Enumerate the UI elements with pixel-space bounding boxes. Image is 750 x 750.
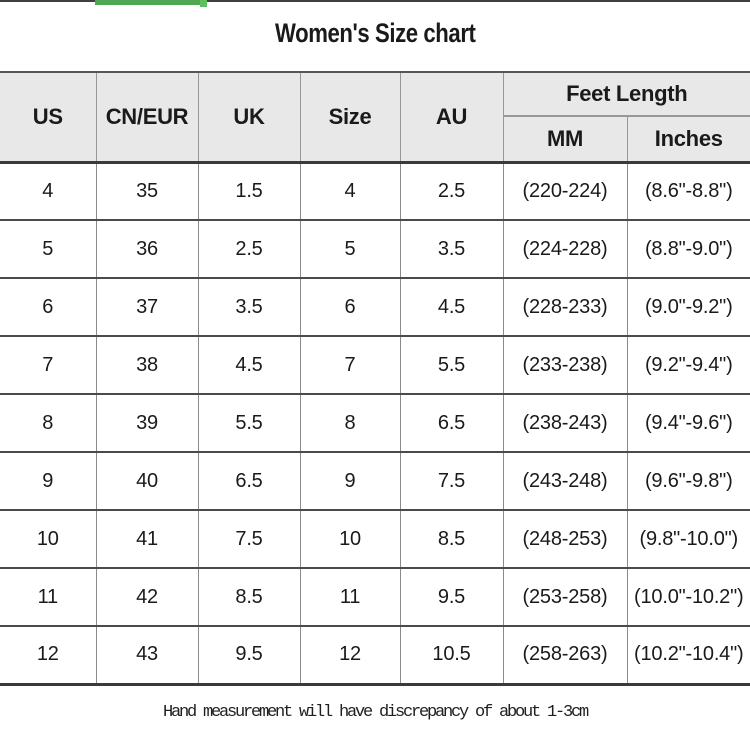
footnote: Hand measurement will have discrepancy o… [162, 703, 589, 722]
table-row: 5 36 2.5 5 3.5 (224-228) (8.8"-9.0") [0, 219, 750, 278]
table-cell: 6.5 [197, 451, 300, 510]
table-cell: 5.5 [197, 393, 300, 452]
table-cell: 7.5 [399, 451, 503, 510]
table-cell: (253-258) [502, 567, 627, 626]
table-cell: 10 [299, 509, 400, 568]
table-cell: 37 [95, 277, 198, 336]
table-cell: (9.4"-9.6") [626, 393, 750, 452]
table-cell: 5.5 [399, 335, 503, 394]
table-cell: 10.5 [399, 625, 503, 684]
table-cell: (220-224) [502, 160, 627, 220]
table-cell: 7.5 [197, 509, 300, 568]
table-cell: (9.0"-9.2") [626, 277, 750, 336]
table-cell: (228-233) [502, 277, 627, 336]
column-header-au: AU [399, 72, 503, 162]
table-cell: 42 [95, 567, 198, 626]
table-row: 9 40 6.5 9 7.5 (243-248) (9.6"-9.8") [0, 451, 750, 510]
column-header-size: Size [299, 72, 400, 162]
table-cell: 5 [0, 219, 96, 278]
table-cell: (9.2"-9.4") [626, 335, 750, 394]
table-cell: (9.6"-9.8") [626, 451, 750, 510]
table-row: 7 38 4.5 7 5.5 (233-238) (9.2"-9.4") [0, 335, 750, 394]
table-cell: (248-253) [502, 509, 627, 568]
table-cell: (9.8"-10.0") [626, 509, 750, 568]
column-header-uk: UK [197, 72, 300, 162]
page-title: Women's Size chart [0, 18, 750, 49]
table-cell: 4.5 [399, 277, 503, 336]
table-cell: 8.5 [197, 567, 300, 626]
table-cell: 4 [299, 160, 400, 220]
size-chart-table: US CN/EUR UK Size AU Feet Length MM Inch… [0, 71, 750, 686]
table-cell: (258-263) [502, 625, 627, 684]
top-rule [0, 0, 750, 2]
table-cell: 5 [299, 219, 400, 278]
table-row: 6 37 3.5 6 4.5 (228-233) (9.0"-9.2") [0, 277, 750, 336]
table-cell: 8 [299, 393, 400, 452]
progress-bar-cap [200, 0, 207, 7]
table-cell: 9 [299, 451, 400, 510]
table-body: 4 35 1.5 4 2.5 (220-224) (8.6"-8.8") 5 3… [0, 160, 750, 684]
table-cell: 38 [95, 335, 198, 394]
table-cell: 39 [95, 393, 198, 452]
table-cell: (238-243) [502, 393, 627, 452]
table-row: 11 42 8.5 11 9.5 (253-258) (10.0"-10.2") [0, 567, 750, 626]
table-cell: 4.5 [197, 335, 300, 394]
table-cell: 12 [0, 625, 96, 684]
table-cell: (233-238) [502, 335, 627, 394]
table-cell: (8.6"-8.8") [626, 160, 750, 220]
table-row: 8 39 5.5 8 6.5 (238-243) (9.4"-9.6") [0, 393, 750, 452]
table-cell: 7 [299, 335, 400, 394]
column-header-inches: Inches [626, 116, 750, 162]
table-cell: 10 [0, 509, 96, 568]
table-cell: 11 [299, 567, 400, 626]
table-cell: 2.5 [399, 160, 503, 220]
table-cell: 41 [95, 509, 198, 568]
table-header: US CN/EUR UK Size AU Feet Length MM Inch… [0, 72, 750, 162]
table-cell: 35 [95, 160, 198, 220]
header-row-main: US CN/EUR UK Size AU Feet Length [0, 72, 750, 162]
table-cell: (8.8"-9.0") [626, 219, 750, 278]
table-cell: 43 [95, 625, 198, 684]
table-cell: 3.5 [197, 277, 300, 336]
table-row: 10 41 7.5 10 8.5 (248-253) (9.8"-10.0") [0, 509, 750, 568]
table-cell: 40 [95, 451, 198, 510]
column-header-us: US [0, 72, 96, 162]
table-row: 12 43 9.5 12 10.5 (258-263) (10.2"-10.4"… [0, 625, 750, 684]
table-cell: 36 [95, 219, 198, 278]
table-cell: 11 [0, 567, 96, 626]
table-cell: (10.2"-10.4") [626, 625, 750, 684]
table-cell: 4 [0, 160, 96, 220]
column-header-mm: MM [502, 116, 627, 162]
progress-bar [95, 0, 207, 7]
table-cell: 6 [299, 277, 400, 336]
column-header-cn-eur: CN/EUR [95, 72, 198, 162]
table-cell: 3.5 [399, 219, 503, 278]
table-cell: 9 [0, 451, 96, 510]
table-cell: 2.5 [197, 219, 300, 278]
column-header-feet-length: Feet Length [502, 72, 750, 117]
table-cell: 6.5 [399, 393, 503, 452]
table-cell: 9.5 [399, 567, 503, 626]
table-cell: (10.0"-10.2") [626, 567, 750, 626]
table-cell: 9.5 [197, 625, 300, 684]
table-cell: 8.5 [399, 509, 503, 568]
table-cell: 1.5 [197, 160, 300, 220]
page-title-text: Women's Size chart [274, 18, 476, 48]
header-row-sub: MM Inches [0, 116, 750, 162]
table-cell: (243-248) [502, 451, 627, 510]
table-cell: (224-228) [502, 219, 627, 278]
table-cell: 6 [0, 277, 96, 336]
table-cell: 7 [0, 335, 96, 394]
table-cell: 8 [0, 393, 96, 452]
table-cell: 12 [299, 625, 400, 684]
table-row: 4 35 1.5 4 2.5 (220-224) (8.6"-8.8") [0, 160, 750, 220]
